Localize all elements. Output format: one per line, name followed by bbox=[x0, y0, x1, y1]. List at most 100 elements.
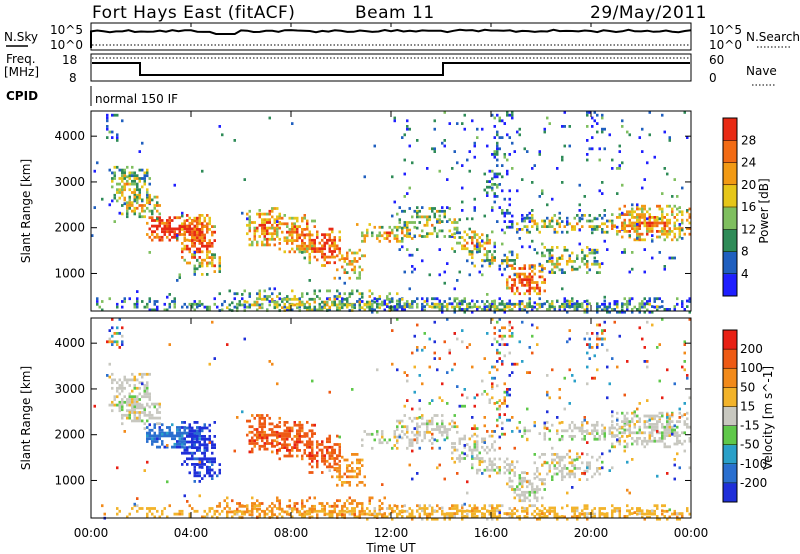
data-cell bbox=[616, 216, 619, 219]
data-cell bbox=[206, 457, 209, 461]
data-cell bbox=[198, 426, 201, 430]
data-cell bbox=[618, 515, 621, 518]
data-cell bbox=[283, 302, 286, 306]
data-cell bbox=[358, 274, 361, 277]
data-cell bbox=[123, 171, 126, 175]
data-cell bbox=[236, 292, 239, 296]
data-cell bbox=[173, 233, 176, 236]
data-cell bbox=[281, 432, 284, 435]
data-cell bbox=[251, 243, 254, 247]
data-cell bbox=[201, 466, 204, 469]
data-cell bbox=[481, 264, 484, 268]
data-cell bbox=[538, 297, 541, 301]
data-cell bbox=[196, 429, 199, 433]
data-cell bbox=[636, 218, 639, 222]
data-cell bbox=[523, 308, 526, 312]
data-cell bbox=[131, 191, 134, 194]
data-cell bbox=[183, 244, 186, 248]
data-cell bbox=[213, 471, 216, 475]
data-cell bbox=[433, 207, 436, 210]
data-cell bbox=[321, 244, 324, 248]
data-cell bbox=[106, 136, 109, 139]
nsky-label: N.Sky bbox=[4, 30, 38, 44]
data-cell bbox=[543, 278, 546, 282]
data-cell bbox=[641, 509, 644, 513]
data-cell bbox=[586, 432, 589, 435]
data-cell bbox=[326, 233, 329, 237]
data-cell bbox=[251, 439, 254, 443]
data-cell bbox=[651, 439, 654, 443]
data-cell bbox=[536, 286, 539, 290]
data-cell bbox=[341, 306, 344, 310]
data-cell bbox=[396, 435, 399, 439]
data-cell bbox=[313, 457, 316, 460]
data-cell bbox=[498, 471, 501, 475]
data-cell bbox=[543, 222, 546, 226]
data-cell bbox=[121, 381, 124, 385]
data-cell bbox=[506, 158, 509, 162]
data-cell bbox=[498, 466, 501, 469]
data-cell bbox=[271, 444, 274, 448]
data-cell bbox=[201, 242, 204, 245]
data-cell bbox=[616, 507, 619, 510]
data-cell bbox=[211, 474, 214, 478]
data-cell bbox=[246, 507, 249, 511]
nave-label: Nave bbox=[746, 64, 777, 78]
data-cell bbox=[336, 297, 339, 301]
data-cell bbox=[331, 510, 334, 514]
data-cell bbox=[246, 510, 249, 514]
data-cell bbox=[118, 406, 121, 410]
data-cell bbox=[663, 308, 666, 311]
data-cell bbox=[441, 302, 444, 306]
data-cell bbox=[328, 233, 331, 237]
data-cell bbox=[276, 425, 279, 429]
data-cell bbox=[348, 464, 351, 467]
data-cell bbox=[623, 420, 626, 423]
data-cell bbox=[183, 224, 186, 228]
data-cell bbox=[523, 147, 526, 151]
data-cell bbox=[428, 273, 431, 277]
data-cell bbox=[641, 216, 644, 219]
data-cell bbox=[608, 302, 611, 306]
data-cell bbox=[266, 232, 269, 236]
data-cell bbox=[328, 306, 331, 310]
data-cell bbox=[136, 504, 139, 508]
data-cell bbox=[491, 153, 494, 156]
data-cell bbox=[503, 214, 506, 218]
data-cell bbox=[198, 300, 201, 303]
data-cell bbox=[463, 437, 466, 441]
data-cell bbox=[386, 297, 389, 301]
data-cell bbox=[393, 237, 396, 240]
data-cell bbox=[618, 207, 621, 211]
data-cell bbox=[288, 230, 291, 234]
data-cell bbox=[523, 264, 526, 268]
data-cell bbox=[136, 386, 139, 390]
data-cell bbox=[191, 253, 194, 256]
data-cell bbox=[256, 414, 259, 417]
data-cell bbox=[338, 292, 341, 296]
data-cell bbox=[663, 437, 666, 440]
data-cell bbox=[151, 233, 154, 236]
data-cell bbox=[673, 221, 676, 225]
data-cell bbox=[448, 428, 451, 431]
data-cell bbox=[358, 292, 361, 296]
data-cell bbox=[521, 482, 524, 486]
data-cell bbox=[158, 422, 161, 426]
data-cell bbox=[278, 499, 281, 503]
data-cell bbox=[338, 258, 341, 262]
data-cell bbox=[583, 262, 586, 266]
data-cell bbox=[236, 302, 239, 306]
data-cell bbox=[198, 230, 201, 234]
data-cell bbox=[313, 305, 316, 309]
data-cell bbox=[603, 305, 606, 308]
data-cell bbox=[513, 496, 516, 500]
data-cell bbox=[306, 244, 309, 248]
data-cell bbox=[476, 454, 479, 458]
data-cell bbox=[381, 303, 384, 307]
data-cell bbox=[266, 507, 269, 511]
data-cell bbox=[558, 461, 561, 465]
data-cell bbox=[661, 192, 664, 195]
data-cell bbox=[661, 210, 664, 214]
data-cell bbox=[526, 214, 529, 217]
data-cell bbox=[608, 305, 611, 309]
